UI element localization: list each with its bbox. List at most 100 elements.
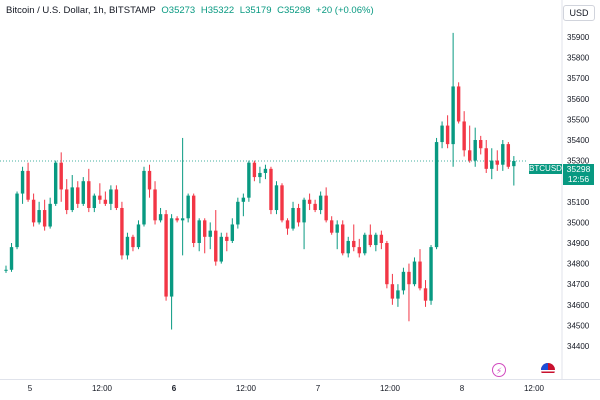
candle[interactable] <box>98 183 102 204</box>
candle[interactable] <box>385 240 389 289</box>
candle[interactable] <box>302 197 306 250</box>
candle[interactable] <box>296 203 301 227</box>
candle[interactable] <box>473 127 477 167</box>
candle[interactable] <box>280 183 284 223</box>
candle[interactable] <box>479 135 483 155</box>
candle[interactable] <box>109 185 113 211</box>
candle[interactable] <box>390 273 395 305</box>
candle[interactable] <box>214 210 218 266</box>
candle[interactable] <box>147 164 152 198</box>
candle[interactable] <box>291 201 295 231</box>
candle[interactable] <box>357 238 361 258</box>
symbol-title[interactable]: Bitcoin / U.S. Dollar, 1h, BITSTAMP <box>6 5 156 16</box>
candle[interactable] <box>363 232 367 256</box>
candle[interactable] <box>307 193 312 211</box>
currency-button[interactable]: USD <box>563 5 595 21</box>
candle[interactable] <box>76 181 80 208</box>
candle[interactable] <box>92 193 97 213</box>
candle[interactable] <box>445 115 450 149</box>
candle[interactable] <box>462 111 466 157</box>
candle[interactable] <box>495 150 499 171</box>
candle[interactable] <box>180 137 185 256</box>
candle[interactable] <box>247 160 251 202</box>
candle[interactable] <box>131 234 135 252</box>
candle[interactable] <box>490 148 494 180</box>
candle[interactable] <box>225 232 229 252</box>
candle[interactable] <box>467 125 472 163</box>
candle[interactable] <box>501 140 505 171</box>
candle[interactable] <box>236 197 240 229</box>
candle[interactable] <box>37 201 41 225</box>
candle[interactable] <box>87 168 91 213</box>
candle[interactable] <box>114 185 119 211</box>
candle[interactable] <box>429 245 433 305</box>
candle[interactable] <box>379 230 384 250</box>
candle[interactable] <box>20 166 25 204</box>
candle[interactable] <box>164 210 168 301</box>
candle[interactable] <box>158 207 163 223</box>
candle[interactable] <box>274 181 279 215</box>
candle[interactable] <box>53 160 58 206</box>
candle[interactable] <box>285 218 290 235</box>
candle[interactable] <box>318 191 323 215</box>
candle[interactable] <box>125 232 130 260</box>
candle[interactable] <box>230 218 235 243</box>
candle[interactable] <box>219 232 223 264</box>
candle[interactable] <box>70 175 74 213</box>
candle[interactable] <box>258 166 262 184</box>
candle[interactable] <box>103 191 108 206</box>
candle[interactable] <box>191 193 196 248</box>
candle[interactable] <box>423 280 428 307</box>
candle[interactable] <box>269 166 273 215</box>
candle[interactable] <box>346 236 350 258</box>
candle[interactable] <box>407 263 411 322</box>
candle[interactable] <box>203 218 207 254</box>
candle[interactable] <box>48 197 52 229</box>
lightning-icon[interactable]: ⚡ <box>492 363 506 377</box>
candle[interactable] <box>512 156 516 186</box>
candle[interactable] <box>263 164 268 180</box>
candle[interactable] <box>329 216 334 235</box>
candle[interactable] <box>26 162 30 202</box>
candle-body <box>247 162 251 198</box>
candle[interactable] <box>335 220 339 250</box>
candle[interactable] <box>396 284 400 307</box>
candle[interactable] <box>352 224 356 252</box>
candle[interactable] <box>153 181 157 225</box>
candle[interactable] <box>136 220 141 250</box>
candle[interactable] <box>142 166 146 227</box>
candle[interactable] <box>81 177 85 206</box>
candle[interactable] <box>368 224 373 248</box>
candle[interactable] <box>313 199 317 213</box>
candle[interactable] <box>120 201 124 260</box>
candle[interactable] <box>59 152 63 202</box>
candle[interactable] <box>506 142 511 169</box>
candle[interactable] <box>451 32 455 167</box>
candle[interactable] <box>241 193 246 217</box>
candle[interactable] <box>4 265 8 273</box>
candle[interactable] <box>484 140 488 173</box>
candle[interactable] <box>197 218 201 252</box>
candle[interactable] <box>341 220 345 256</box>
candle[interactable] <box>401 267 406 295</box>
candle[interactable] <box>42 199 47 231</box>
us-flag-icon[interactable] <box>541 363 555 377</box>
candle[interactable] <box>186 193 190 223</box>
candle-body <box>76 187 80 204</box>
candle[interactable] <box>434 137 439 250</box>
candle[interactable] <box>169 214 174 330</box>
candle[interactable] <box>418 249 422 291</box>
candle[interactable] <box>440 121 444 149</box>
candle[interactable] <box>374 232 378 252</box>
candle[interactable] <box>175 216 179 223</box>
candle[interactable] <box>15 191 19 250</box>
candle[interactable] <box>456 82 461 124</box>
candle[interactable] <box>65 179 69 215</box>
candle[interactable] <box>252 160 257 182</box>
candle[interactable] <box>208 222 212 250</box>
candle[interactable] <box>9 243 14 272</box>
candle[interactable] <box>412 257 417 287</box>
candle[interactable] <box>31 193 36 227</box>
candle[interactable] <box>324 187 328 223</box>
